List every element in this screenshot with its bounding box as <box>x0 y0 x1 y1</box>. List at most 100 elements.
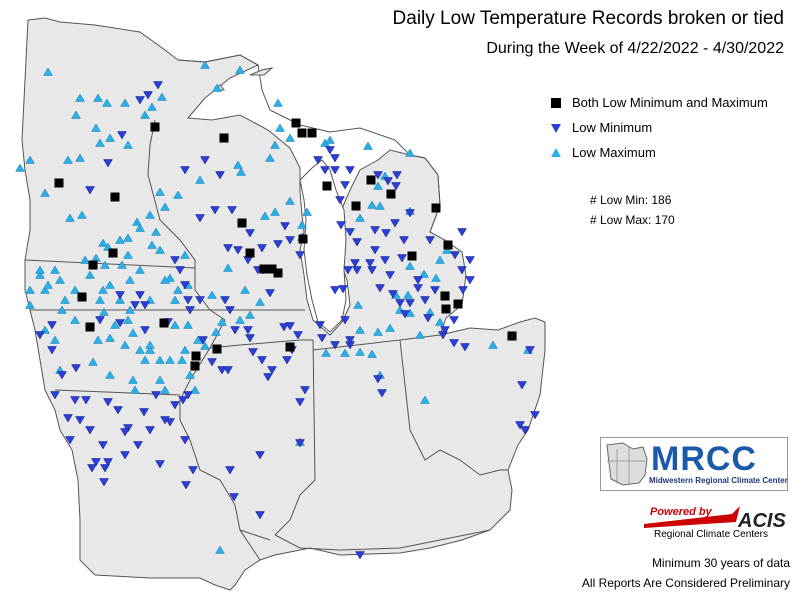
low-min-marker <box>227 206 237 215</box>
mrcc-logo: MRCC Midwestern Regional Climate Center <box>600 437 788 491</box>
low-min-marker <box>85 186 95 195</box>
low-min-marker <box>248 348 258 357</box>
low-max-marker <box>85 270 95 279</box>
low-max-marker <box>353 300 363 309</box>
low-max-marker <box>275 123 285 132</box>
low-max-marker <box>273 98 283 107</box>
low-max-marker <box>132 217 142 226</box>
low-min-marker <box>315 321 325 330</box>
low-min-marker <box>91 458 101 467</box>
low-min-marker <box>345 166 355 175</box>
lake-huron-shore <box>409 154 441 233</box>
low-max-marker <box>217 317 227 326</box>
low-min-marker <box>390 219 400 228</box>
low-max-marker <box>123 250 133 259</box>
low-min-marker <box>165 418 175 427</box>
low-max-marker <box>235 65 245 74</box>
low-min-marker <box>295 251 305 260</box>
legend: Both Low Minimum and Maximum Low Minimum… <box>540 90 768 165</box>
low-min-marker <box>515 421 525 430</box>
low-max-marker <box>435 317 445 326</box>
low-min-marker <box>139 408 149 417</box>
low-min-marker <box>180 166 190 175</box>
low-min-marker <box>183 391 193 400</box>
both-record-marker <box>443 240 453 250</box>
low-max-marker <box>488 340 498 349</box>
low-max-marker <box>115 235 125 244</box>
low-min-marker <box>99 478 109 487</box>
low-min-marker <box>87 464 97 473</box>
low-max-marker <box>180 345 190 354</box>
low-min-marker <box>175 266 185 275</box>
low-max-marker <box>355 325 365 334</box>
low-min-marker <box>143 91 153 100</box>
low-min-marker <box>140 301 150 310</box>
low-min-marker <box>279 323 289 332</box>
low-min-marker <box>217 366 227 375</box>
both-record-marker <box>431 203 441 213</box>
low-min-marker <box>370 246 380 255</box>
low-min-marker <box>103 458 113 467</box>
both-record-marker <box>110 192 120 202</box>
low-max-marker <box>123 140 133 149</box>
low-max-marker <box>130 385 140 394</box>
low-max-marker <box>325 135 335 144</box>
both-record-marker <box>190 361 200 371</box>
low-min-marker <box>336 221 346 230</box>
low-max-marker <box>135 345 145 354</box>
low-min-marker <box>198 336 208 345</box>
low-max-marker <box>190 385 200 394</box>
low-min-marker <box>81 396 91 405</box>
low-min-marker <box>75 416 85 425</box>
low-max-marker <box>155 355 165 364</box>
low-min-marker <box>330 286 340 295</box>
low-max-marker <box>431 273 441 282</box>
count-low-max: # Low Max: 170 <box>590 213 675 227</box>
low-max-marker <box>321 348 331 357</box>
low-min-marker <box>300 386 310 395</box>
low-min-marker <box>255 511 265 520</box>
acis-swoosh-icon <box>644 506 740 528</box>
low-max-marker <box>140 355 150 364</box>
low-min-marker <box>525 346 535 355</box>
low-min-marker <box>450 251 460 260</box>
low-min-marker <box>265 289 275 298</box>
low-min-marker <box>373 171 383 180</box>
low-min-marker <box>117 131 127 140</box>
low-min-marker <box>365 259 375 268</box>
low-max-marker <box>93 93 103 102</box>
low-max-marker <box>70 285 80 294</box>
black-square-icon <box>540 97 572 109</box>
low-max-marker <box>75 93 85 102</box>
low-max-marker <box>260 211 270 220</box>
low-min-marker <box>420 296 430 305</box>
low-min-marker <box>355 551 365 560</box>
low-max-marker <box>145 340 155 349</box>
low-max-marker <box>155 375 165 384</box>
low-max-marker <box>211 327 221 336</box>
low-max-marker <box>65 213 75 222</box>
both-record-marker <box>191 351 201 361</box>
low-max-marker <box>95 295 105 304</box>
low-min-marker <box>185 306 195 315</box>
low-min-marker <box>220 296 230 305</box>
low-max-marker <box>115 295 125 304</box>
low-min-marker <box>395 299 405 308</box>
low-min-marker <box>350 259 360 268</box>
low-min-marker <box>115 291 125 300</box>
lake-superior-shore <box>177 54 411 156</box>
legend-label-both: Both Low Minimum and Maximum <box>572 95 768 110</box>
low-min-marker <box>229 493 239 502</box>
low-max-marker <box>117 260 127 269</box>
low-max-marker <box>93 335 103 344</box>
both-record-marker <box>88 260 98 270</box>
both-record-marker <box>441 304 451 314</box>
low-min-marker <box>160 416 170 425</box>
low-max-marker <box>123 233 133 242</box>
low-min-marker <box>377 389 387 398</box>
low-max-marker <box>105 333 115 342</box>
low-min-marker <box>460 343 470 352</box>
low-max-marker <box>285 196 295 205</box>
low-min-marker <box>47 346 57 355</box>
